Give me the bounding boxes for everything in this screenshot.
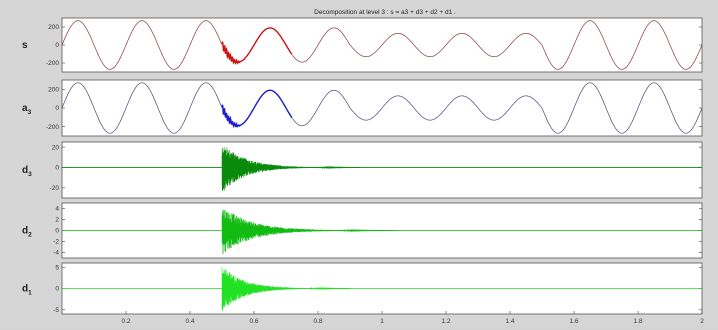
panel-label: d2 bbox=[22, 226, 32, 239]
x-tick-label: 2 bbox=[700, 318, 704, 325]
panel-label: d3 bbox=[22, 165, 32, 178]
y-tick-label: -4 bbox=[53, 250, 59, 257]
y-tick-label: -200 bbox=[46, 60, 59, 67]
y-tick-label: -5 bbox=[53, 307, 59, 314]
subplot-d1: 5 0 -5 d1 bbox=[22, 262, 703, 315]
y-tick-label: 4 bbox=[55, 206, 59, 213]
y-tick-label: -2 bbox=[53, 239, 59, 246]
signal-line-a3 bbox=[292, 82, 703, 134]
x-tick-label: 0.2 bbox=[121, 318, 130, 325]
signal-line-a3 bbox=[61, 82, 222, 134]
x-axis-ticks: 0.2 0.4 0.6 0.8 1 1.2 1.4 1.6 1.8 2 bbox=[121, 311, 704, 325]
panel-label: a3 bbox=[22, 103, 32, 116]
signal-line-s bbox=[61, 20, 222, 70]
subplot-panels: 2000-200s2000-200a3200-20d3420-2-4d250-5… bbox=[22, 17, 703, 315]
signal-line-s bbox=[292, 20, 703, 70]
signal-transient-s bbox=[221, 27, 293, 65]
y-tick-label: 0 bbox=[55, 105, 59, 112]
y-tick-label: 0 bbox=[55, 165, 59, 172]
x-tick-label: 0.8 bbox=[313, 318, 322, 325]
detail-burst-d1 bbox=[221, 267, 351, 311]
subplot-d2: 4 2 0 -2 -4 d2 bbox=[22, 202, 703, 259]
subplot-frame bbox=[61, 141, 703, 199]
detail-burst-d3 bbox=[221, 147, 360, 192]
y-tick-label: 0 bbox=[55, 228, 59, 235]
x-tick-label: 0.4 bbox=[185, 318, 194, 325]
detail-burst-d2 bbox=[221, 209, 399, 254]
panel-label: s bbox=[22, 40, 28, 51]
x-tick-label: 1.6 bbox=[569, 318, 578, 325]
y-tick-label: 5 bbox=[55, 264, 59, 271]
subplot-s: 200 0 -200 s bbox=[22, 17, 703, 73]
x-tick-label: 1.2 bbox=[441, 318, 450, 325]
x-tick-label: 1.4 bbox=[505, 318, 514, 325]
y-tick-label: -20 bbox=[50, 185, 60, 192]
x-tick-label: 1 bbox=[380, 318, 384, 325]
y-tick-label: 2 bbox=[55, 217, 59, 224]
x-tick-label: 1.8 bbox=[633, 318, 642, 325]
y-tick-label: 0 bbox=[55, 286, 59, 293]
y-tick-label: 0 bbox=[55, 42, 59, 49]
y-tick-label: -200 bbox=[46, 124, 59, 131]
y-tick-label: 20 bbox=[52, 144, 60, 151]
panel-label: d1 bbox=[22, 284, 32, 297]
signal-transient-a3 bbox=[221, 89, 293, 129]
y-tick-label: 200 bbox=[48, 87, 59, 94]
figure-title: Decomposition at level 3 : s = a3 + d3 +… bbox=[314, 9, 456, 16]
y-tick-label: 200 bbox=[48, 24, 59, 31]
x-tick-label: 0.6 bbox=[249, 318, 258, 325]
subplot-d3: 20 0 -20 d3 bbox=[22, 141, 703, 199]
subplot-a3: 200 0 -200 a3 bbox=[22, 79, 703, 137]
